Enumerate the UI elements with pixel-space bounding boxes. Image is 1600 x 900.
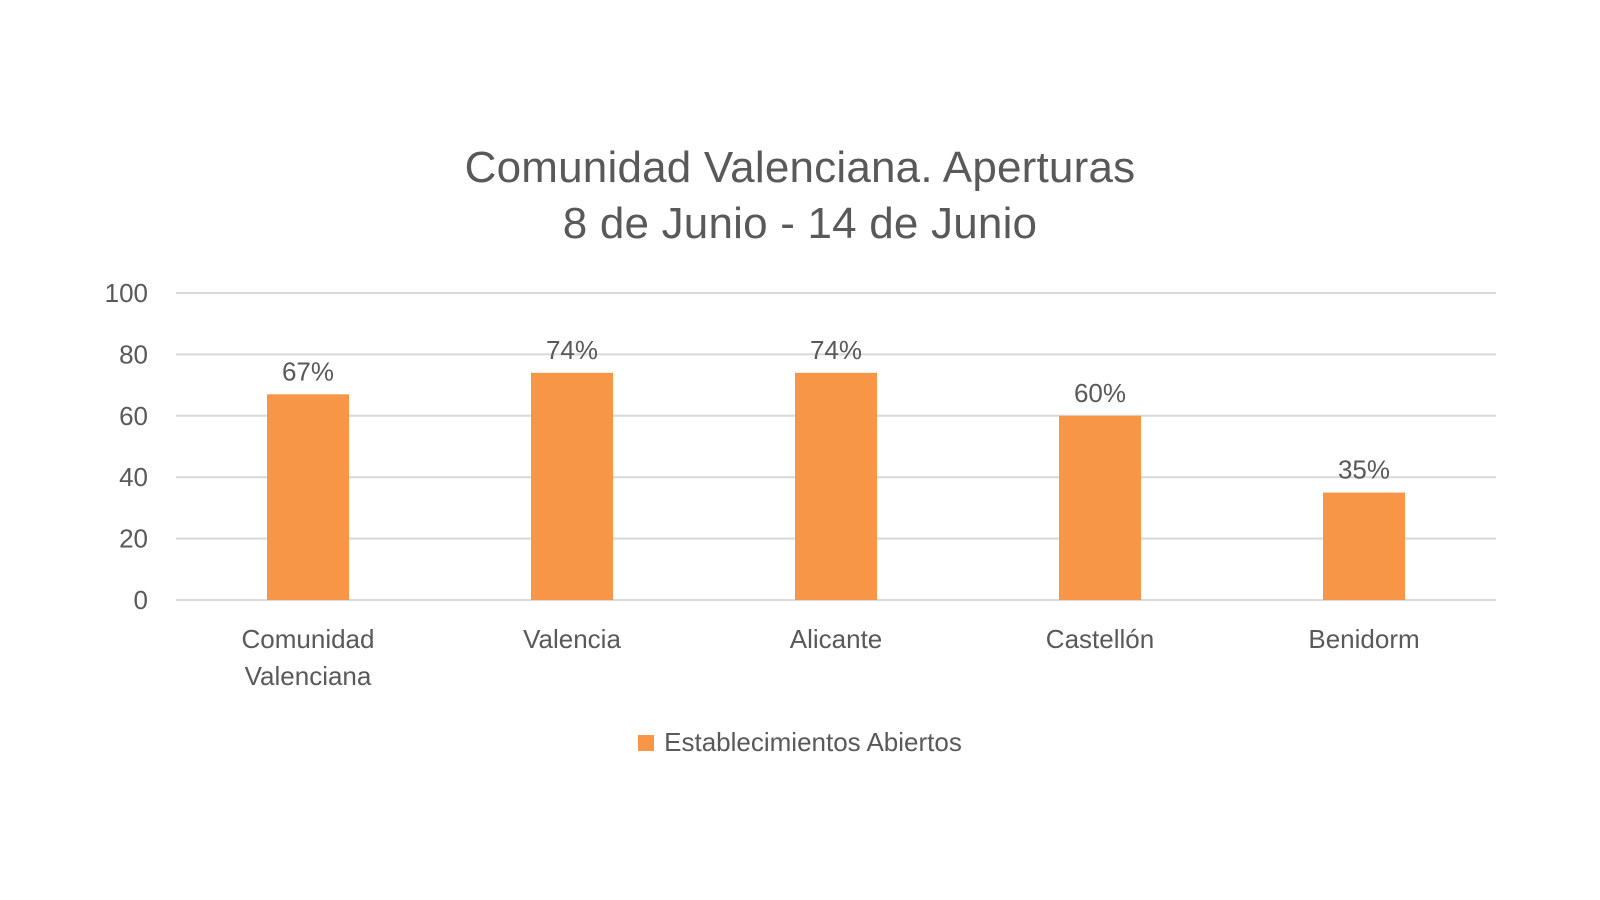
- chart-title-line-1: Comunidad Valenciana. Aperturas: [464, 143, 1136, 192]
- y-tick-label: 0: [134, 585, 148, 615]
- y-axis-ticks: 0 20 40 60 80 100: [105, 278, 148, 615]
- legend-label: Establecimientos Abiertos: [664, 727, 962, 757]
- bar: [531, 372, 613, 600]
- data-labels: 67% 74% 74% 60% 35%: [282, 335, 1390, 485]
- x-tick-label: Comunidad: [242, 624, 375, 654]
- y-tick-label: 40: [119, 462, 148, 492]
- x-tick-label: Valenciana: [245, 661, 372, 691]
- data-label: 74%: [810, 335, 862, 365]
- data-label: 60%: [1074, 378, 1126, 408]
- y-tick-label: 80: [119, 339, 148, 369]
- bar: [267, 394, 349, 600]
- bar: [795, 372, 877, 600]
- data-label: 74%: [546, 335, 598, 365]
- x-axis-ticks: Comunidad Valenciana Valencia Alicante Caste…: [242, 624, 1420, 691]
- x-tick-label: Valencia: [523, 624, 621, 654]
- data-label: 35%: [1338, 455, 1390, 485]
- y-tick-label: 100: [105, 278, 148, 308]
- y-tick-label: 20: [119, 524, 148, 554]
- x-tick-label: Castellón: [1046, 624, 1154, 654]
- chart-title-line-2: 8 de Junio - 14 de Junio: [562, 199, 1038, 248]
- bar: [1323, 492, 1405, 600]
- data-label: 67%: [282, 356, 334, 386]
- legend-swatch: [638, 734, 655, 751]
- legend: Establecimientos Abiertos: [0, 727, 1600, 758]
- y-tick-label: 60: [119, 401, 148, 431]
- x-tick-label: Alicante: [790, 624, 883, 654]
- bar: [1059, 415, 1141, 600]
- bars: [267, 372, 1405, 600]
- x-tick-label: Benidorm: [1308, 624, 1419, 654]
